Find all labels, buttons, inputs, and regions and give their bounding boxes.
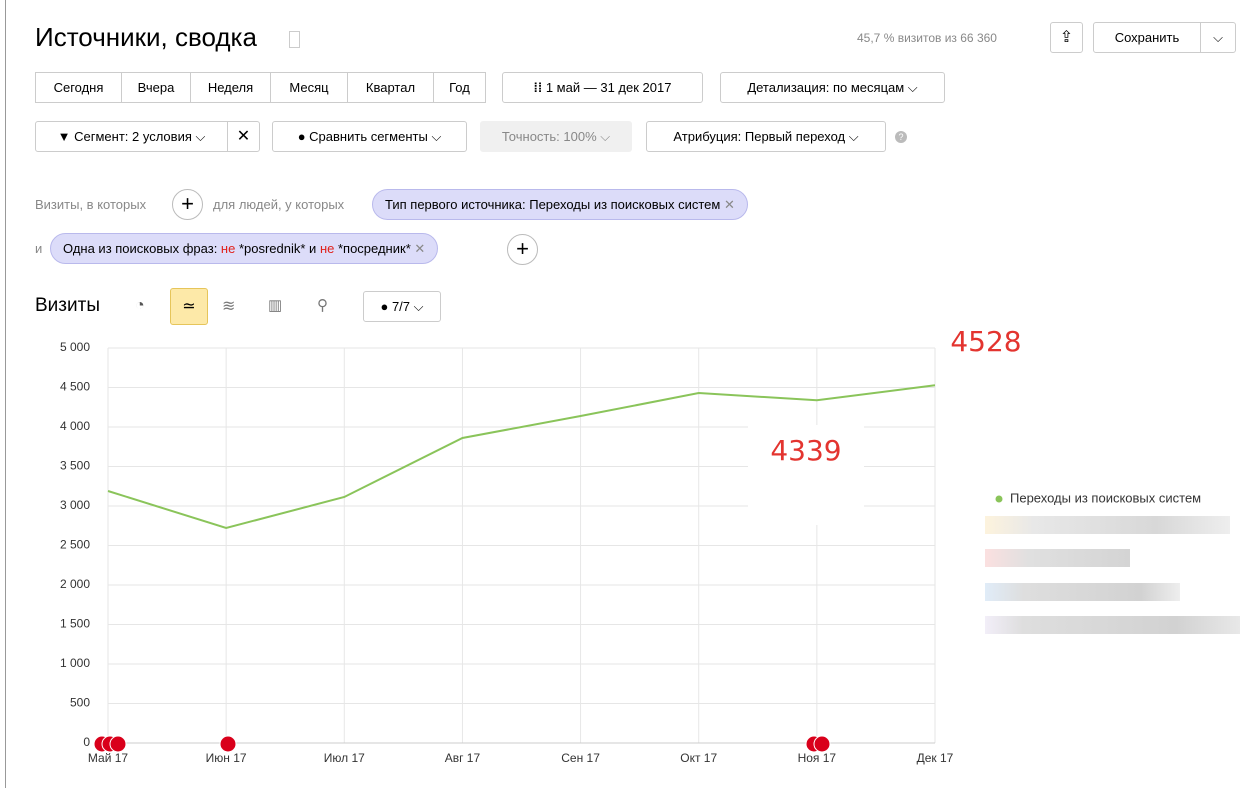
period-button[interactable]: Квартал <box>347 72 434 103</box>
blurred-legend <box>985 549 1130 567</box>
chip-text: *посредник* <box>334 241 411 256</box>
accuracy-text: Точность: 100% <box>501 129 597 144</box>
chip-not: не <box>319 241 335 256</box>
y-tick-label: 1 000 <box>60 656 90 670</box>
chart-type-map[interactable]: ⚲ <box>317 297 328 314</box>
chart-heading: Визиты <box>35 295 100 316</box>
attribution-button[interactable]: Атрибуция: Первый переход ⌵ <box>646 121 886 152</box>
accuracy-button[interactable]: Точность: 100% ⌵ <box>480 121 632 152</box>
period-button[interactable]: Вчера <box>121 72 191 103</box>
chip-text: Одна из поисковых фраз: <box>63 241 221 256</box>
people-where: для людей, у которых <box>213 197 345 212</box>
and-label: и <box>35 241 43 256</box>
event-marker <box>813 735 831 753</box>
annotations-toggle[interactable]: ● 7/7 ⌵ <box>363 291 441 322</box>
x-tick-label: Май 17 <box>88 751 129 765</box>
legend-label: Переходы из поисковых систем <box>1010 490 1201 505</box>
chart-type-area[interactable]: ≋ <box>222 298 236 315</box>
save-button[interactable]: Сохранить <box>1093 22 1201 53</box>
annotation: 4339 <box>770 434 841 467</box>
chip-text: Тип первого источника: Переходы из поиск… <box>385 197 721 212</box>
y-tick-label: 0 <box>83 735 90 749</box>
edge <box>5 0 6 788</box>
segment-text: Сегмент: 2 условия <box>74 129 192 144</box>
event-marker <box>219 735 237 753</box>
filter-chip[interactable]: Тип первого источника: Переходы из поиск… <box>372 189 748 220</box>
chart-type-pie[interactable]: ◔ <box>135 297 145 314</box>
x-tick-label: Ноя 17 <box>798 751 837 765</box>
x-tick-label: Июн 17 <box>206 751 247 765</box>
y-tick-label: 500 <box>70 696 90 710</box>
bookmark-icon[interactable] <box>289 31 300 48</box>
visits-share: 45,7 % визитов из 66 360 <box>857 31 997 45</box>
blurred-legend <box>985 516 1230 534</box>
chip-text: *posrednik* и <box>235 241 320 256</box>
filter-chip[interactable]: Одна из поисковых фраз: не *posrednik* и… <box>50 233 439 264</box>
period-button[interactable]: Месяц <box>270 72 348 103</box>
y-tick-label: 2 500 <box>60 538 90 552</box>
chart-type-bar[interactable]: ▥ <box>268 297 283 314</box>
visits-where: Визиты, в которых <box>35 197 147 212</box>
segment-clear[interactable]: ✕ <box>227 121 260 152</box>
y-tick-label: 2 000 <box>60 577 90 591</box>
y-tick-label: 1 500 <box>60 617 90 631</box>
date-text: 1 май — 31 дек 2017 <box>545 80 672 95</box>
y-tick-label: 3 000 <box>60 498 90 512</box>
legend-dot <box>995 495 1003 503</box>
compare-text: Сравнить сегменты <box>309 129 428 144</box>
y-tick-label: 4 000 <box>60 419 90 433</box>
series-line <box>107 384 936 530</box>
help-icon[interactable]: ? <box>895 131 907 143</box>
blurred-legend <box>985 583 1180 601</box>
y-tick-label: 5 000 <box>60 340 90 354</box>
add-visit-filter[interactable]: + <box>172 189 203 220</box>
toggle-text: 7/7 <box>391 299 411 314</box>
x-tick-label: Июл 17 <box>324 751 365 765</box>
add-people-filter[interactable]: + <box>507 234 538 265</box>
x-tick-label: Дек 17 <box>917 751 954 765</box>
detail-text: Детализация: по месяцам <box>747 80 905 95</box>
period-button[interactable]: Неделя <box>190 72 271 103</box>
save-dropdown[interactable]: ⌵ <box>1200 22 1236 53</box>
x-tick-label: Авг 17 <box>445 751 481 765</box>
annotation-box <box>938 325 1028 365</box>
annotation: 4528 <box>950 325 1021 358</box>
y-tick-label: 4 500 <box>60 380 90 394</box>
chart-type-line[interactable]: ≃ <box>170 288 208 325</box>
x-tick-label: Сен 17 <box>561 751 600 765</box>
date-range[interactable]: ⁞⁞ 1 май — 31 дек 2017 <box>502 72 703 103</box>
segment-button[interactable]: ▼ Сегмент: 2 условия ⌵ <box>35 121 228 152</box>
detail-select[interactable]: Детализация: по месяцам ⌵ <box>720 72 945 103</box>
blurred-legend <box>985 616 1240 634</box>
page-title: Источники, сводка <box>35 22 257 52</box>
compare-button[interactable]: ● Сравнить сегменты ⌵ <box>272 121 467 152</box>
attribution-text: Атрибуция: Первый переход <box>673 129 846 144</box>
y-tick-label: 3 500 <box>60 459 90 473</box>
x-tick-label: Окт 17 <box>680 751 717 765</box>
period-button[interactable]: Сегодня <box>35 72 122 103</box>
event-marker <box>109 735 127 753</box>
annotation-box <box>748 425 864 525</box>
period-button[interactable]: Год <box>433 72 486 103</box>
share-button[interactable]: ⇪ <box>1050 22 1083 53</box>
chip-not: не <box>220 241 236 256</box>
